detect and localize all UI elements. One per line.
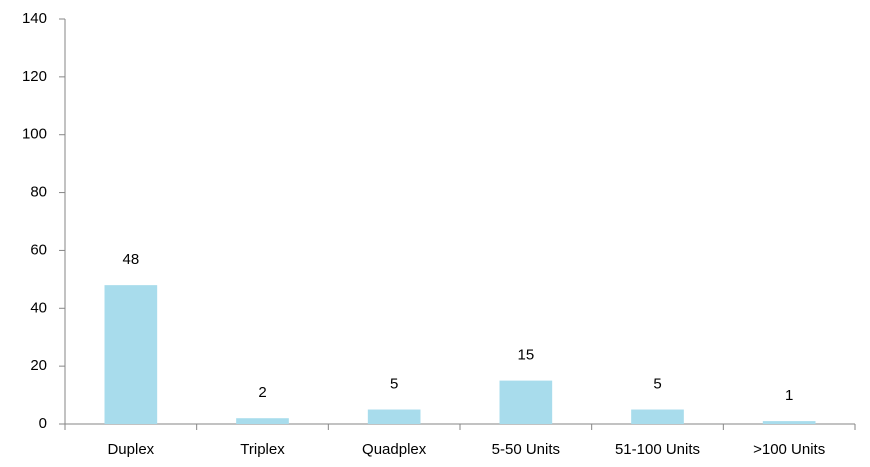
y-tick-label: 60: [30, 241, 47, 258]
bar: [762, 421, 816, 424]
data-label: 2: [258, 384, 266, 401]
data-label: 5: [390, 376, 398, 393]
bar: [499, 380, 553, 424]
y-tick-label: 100: [22, 126, 47, 143]
data-label: 48: [122, 251, 139, 268]
y-tick-label: 80: [30, 184, 47, 201]
y-tick-label: 140: [22, 10, 47, 27]
y-tick-label: 0: [39, 415, 47, 432]
y-tick-label: 120: [22, 68, 47, 85]
data-label: 5: [653, 376, 661, 393]
x-tick-label: Quadplex: [362, 441, 427, 458]
x-tick-label: >100 Units: [753, 441, 825, 458]
x-tick-label: Triplex: [240, 441, 285, 458]
bar: [236, 418, 289, 424]
y-tick-label: 40: [30, 299, 47, 316]
data-label: 1: [785, 387, 793, 404]
x-tick-label: 51-100 Units: [615, 441, 700, 458]
y-tick-label: 20: [30, 357, 47, 374]
bar: [104, 285, 158, 424]
x-tick-label: 5-50 Units: [492, 441, 560, 458]
data-label: 15: [517, 347, 534, 364]
bar: [367, 409, 421, 424]
bar: [631, 409, 684, 424]
x-tick-label: Duplex: [107, 441, 154, 458]
